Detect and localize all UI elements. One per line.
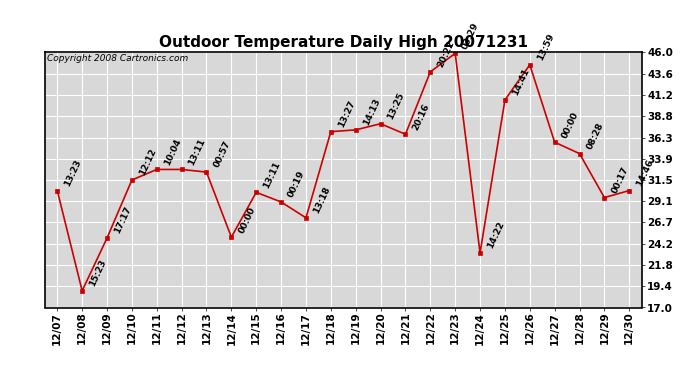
Text: 14:22: 14:22	[486, 220, 506, 250]
Text: 08:28: 08:28	[585, 121, 605, 151]
Text: 14:13: 14:13	[362, 97, 382, 127]
Text: 13:27: 13:27	[337, 99, 357, 129]
Text: Copyright 2008 Cartronics.com: Copyright 2008 Cartronics.com	[47, 54, 188, 63]
Text: 03:29: 03:29	[461, 21, 481, 51]
Text: 15:23: 15:23	[88, 258, 108, 288]
Text: 00:00: 00:00	[237, 205, 257, 234]
Text: 14:46: 14:46	[635, 158, 656, 188]
Text: 20:22: 20:22	[436, 39, 456, 69]
Text: 14:41: 14:41	[511, 67, 531, 97]
Text: 13:59: 13:59	[535, 32, 555, 62]
Text: 00:00: 00:00	[560, 110, 580, 140]
Title: Outdoor Temperature Daily High 20071231: Outdoor Temperature Daily High 20071231	[159, 35, 528, 50]
Text: 10:04: 10:04	[162, 137, 183, 166]
Text: 17:17: 17:17	[112, 205, 133, 235]
Text: 13:25: 13:25	[386, 91, 406, 121]
Text: 00:19: 00:19	[286, 170, 307, 199]
Text: 00:57: 00:57	[212, 140, 233, 169]
Text: 13:11: 13:11	[187, 137, 208, 166]
Text: 13:23: 13:23	[63, 158, 83, 188]
Text: 20:16: 20:16	[411, 102, 431, 132]
Text: 13:11: 13:11	[262, 160, 282, 189]
Text: 13:18: 13:18	[311, 185, 332, 215]
Text: 00:17: 00:17	[610, 165, 630, 195]
Text: 12:12: 12:12	[137, 147, 158, 177]
